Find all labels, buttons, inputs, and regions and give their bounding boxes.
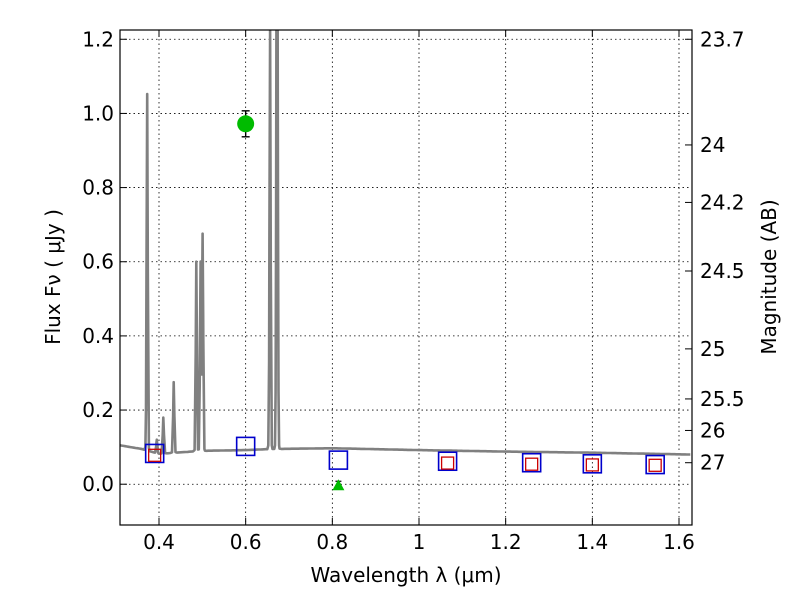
model-photometry-alt-point [525, 457, 539, 471]
y-tick-label: 1.2 [82, 27, 114, 51]
detection-point [237, 115, 255, 133]
y2-tick-label: 24 [700, 133, 725, 157]
plot-frame [119, 29, 693, 526]
model-photometry-point [144, 443, 165, 464]
y2-tick-label: 24.5 [700, 259, 745, 283]
y-tick-label: 0.0 [82, 472, 114, 496]
model-photometry-alt-point [585, 458, 599, 472]
x-tick-label: 0.6 [230, 530, 262, 554]
y2-tick-label: 23.7 [700, 27, 745, 51]
model-photometry-point [645, 454, 665, 475]
ticks: 0.4 0.6 0.8 1 1.2 1.4 1.6 0.0 0.2 0.4 0.6 0.8 1.0 1.2… [82, 27, 744, 554]
x-tick-label: 0.8 [316, 530, 348, 554]
x-tick-label: 1.4 [576, 530, 608, 554]
x-tick-label: 1.6 [663, 530, 695, 554]
y-tick-label: 1.0 [82, 101, 114, 125]
x-tick-label: 1.2 [490, 530, 522, 554]
model-photometry-point [437, 451, 458, 472]
upper-limit-point [332, 479, 345, 491]
y-axis-label: Flux Fν ( μJy ) [41, 209, 65, 345]
x-tick-label: 0.4 [143, 530, 175, 554]
model-photometry-point [521, 452, 542, 473]
model-spectrum-line [120, 30, 691, 456]
model-photometry-alt-point [148, 448, 162, 462]
y2-tick-label: 25.5 [700, 387, 745, 411]
y2-tick-label: 27 [700, 451, 725, 475]
y-tick-label: 0.2 [82, 398, 114, 422]
x-axis-label: Wavelength λ (μm) [310, 563, 501, 587]
model-photometry-point [235, 436, 256, 457]
y2-tick-label: 24.2 [700, 190, 745, 214]
y2-axis-label: Magnitude (AB) [757, 199, 781, 354]
y2-tick-label: 26 [700, 418, 725, 442]
model-photometry-alt-point [440, 456, 455, 470]
y-tick-label: 0.8 [82, 176, 114, 200]
model-photometry-point [328, 450, 349, 470]
y-tick-label: 0.4 [82, 324, 114, 348]
model-photometry-point [582, 454, 603, 474]
grid [120, 30, 692, 525]
y2-tick-label: 25 [700, 337, 725, 361]
x-tick-label: 1 [413, 530, 426, 554]
model-photometry-alt-point [648, 458, 662, 472]
y-tick-label: 0.6 [82, 250, 114, 274]
data-layer [120, 30, 691, 491]
